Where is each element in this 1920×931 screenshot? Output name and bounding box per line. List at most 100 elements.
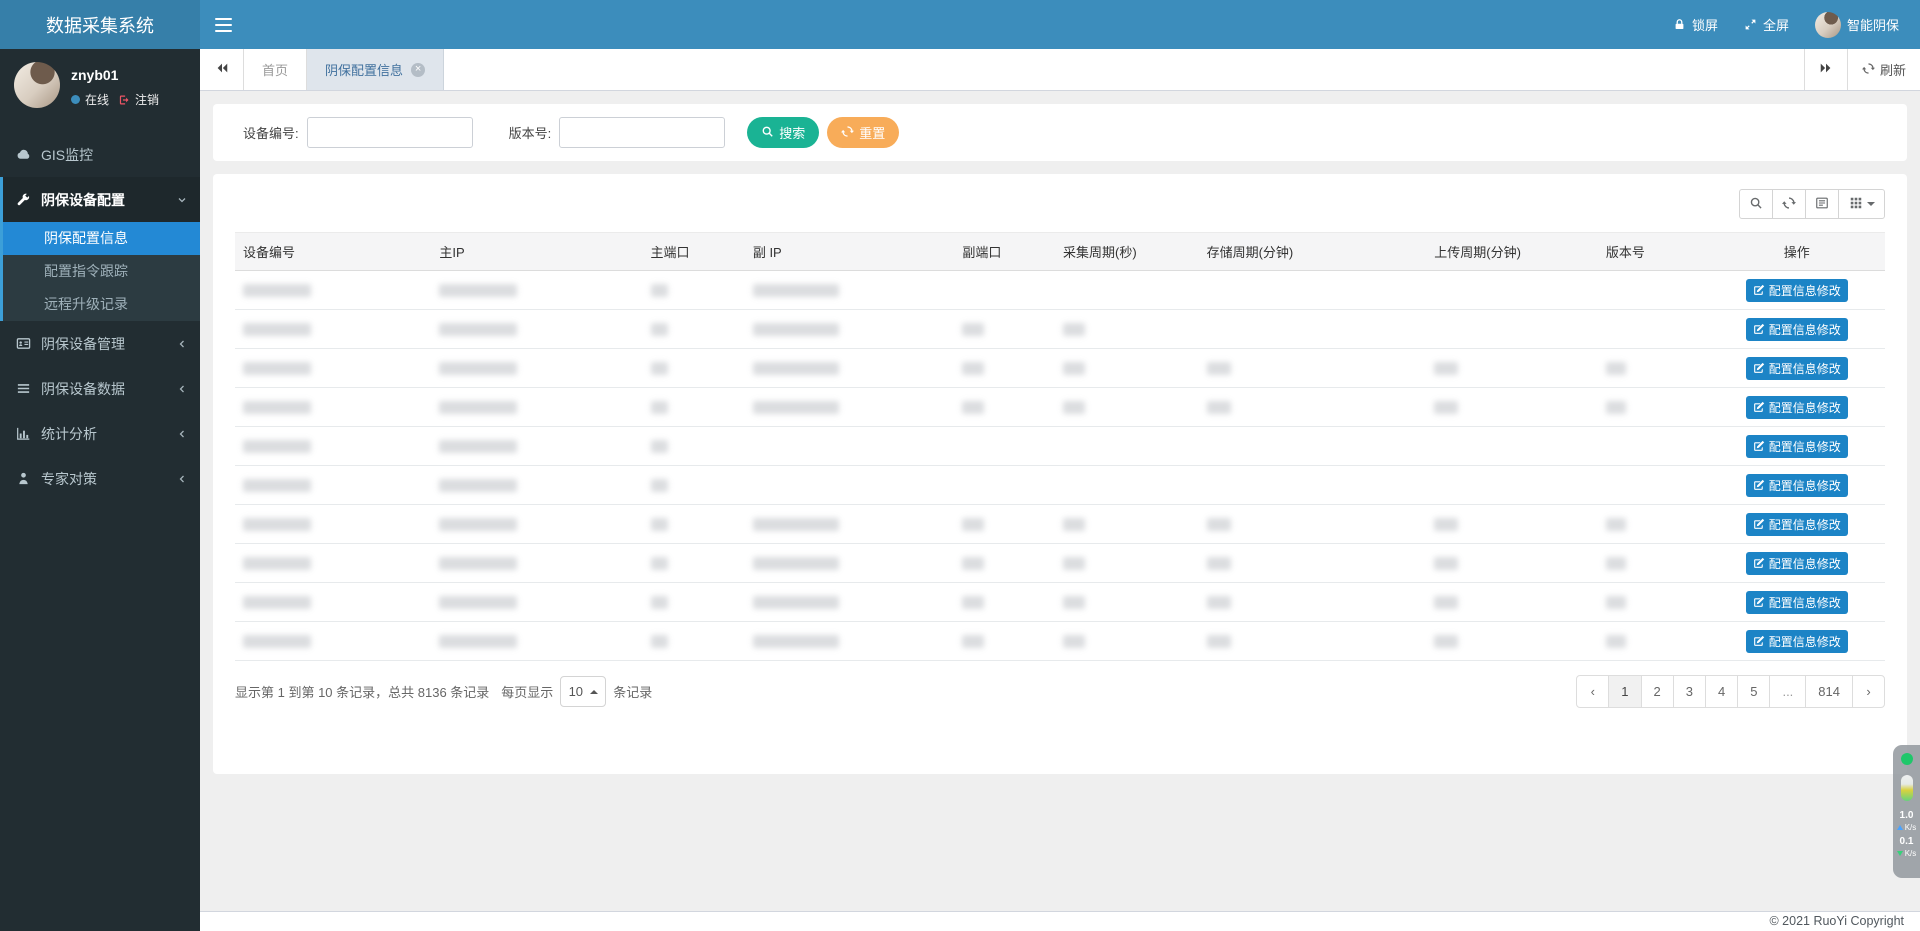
sidebar-subitem-remote-upgrade[interactable]: 远程升级记录 bbox=[44, 296, 128, 312]
sidebar-item-device-data[interactable]: 阴保设备数据 bbox=[0, 366, 200, 411]
redacted-cell-value bbox=[439, 361, 518, 375]
edit-config-button[interactable]: 配置信息修改 bbox=[1745, 551, 1848, 575]
page-button-3[interactable]: 3 bbox=[1672, 675, 1706, 708]
device-number-input[interactable] bbox=[306, 117, 473, 148]
page-button-1[interactable]: 1 bbox=[1608, 675, 1642, 708]
tab-config-info[interactable]: 阴保配置信息 × bbox=[307, 49, 445, 90]
redacted-cell-value bbox=[243, 556, 311, 570]
sidebar-menu: GIS监控 阴保设备配置 阴保配置信息 配置指令跟踪 远程升级记录 bbox=[0, 132, 200, 501]
edit-icon bbox=[1753, 518, 1765, 530]
edit-icon bbox=[1753, 635, 1765, 647]
redacted-cell-value bbox=[650, 283, 668, 297]
edit-config-button[interactable]: 配置信息修改 bbox=[1745, 473, 1848, 497]
page-next-button[interactable]: › bbox=[1852, 675, 1885, 708]
table-row: 配置信息修改 bbox=[235, 309, 1885, 349]
edit-config-button[interactable]: 配置信息修改 bbox=[1745, 434, 1848, 458]
page-button-...[interactable]: ... bbox=[1769, 675, 1807, 708]
sidebar-item-expert-advice[interactable]: 专家对策 bbox=[0, 456, 200, 501]
device-config-submenu: 阴保配置信息 配置指令跟踪 远程升级记录 bbox=[3, 222, 200, 321]
edit-icon bbox=[1753, 401, 1765, 413]
edit-config-button[interactable]: 配置信息修改 bbox=[1745, 317, 1848, 341]
redacted-cell-value bbox=[1605, 556, 1626, 570]
search-button[interactable]: 搜索 bbox=[747, 117, 820, 148]
tabs-scroll-left-button[interactable] bbox=[200, 49, 244, 90]
table-toolbar bbox=[235, 189, 1885, 219]
redacted-cell-value bbox=[1063, 595, 1086, 609]
reset-button[interactable]: 重置 bbox=[827, 117, 900, 148]
column-header: 采集周期(秒) bbox=[1055, 232, 1199, 271]
redacted-cell-value bbox=[243, 283, 311, 297]
sidebar-item-gis-monitor[interactable]: GIS监控 bbox=[0, 132, 200, 177]
sidebar-item-device-config[interactable]: 阴保设备配置 bbox=[3, 177, 200, 222]
redacted-cell-value bbox=[439, 517, 518, 531]
avatar bbox=[1814, 11, 1841, 38]
redacted-cell-value bbox=[1063, 517, 1086, 531]
tabs-scroll-right-button[interactable] bbox=[1803, 49, 1848, 90]
page-button-5[interactable]: 5 bbox=[1737, 675, 1771, 708]
redacted-cell-value bbox=[650, 556, 668, 570]
user-icon bbox=[15, 471, 32, 486]
redacted-cell-value bbox=[1206, 634, 1231, 648]
table-row: 配置信息修改 bbox=[235, 465, 1885, 505]
table-refresh-button[interactable] bbox=[1772, 189, 1806, 219]
sidebar-item-device-manage[interactable]: 阴保设备管理 bbox=[0, 321, 200, 366]
redacted-cell-value bbox=[650, 439, 668, 453]
page-footer: © 2021 RuoYi Copyright bbox=[200, 911, 1920, 931]
redacted-cell-value bbox=[439, 439, 518, 453]
edit-config-button[interactable]: 配置信息修改 bbox=[1745, 395, 1848, 419]
refresh-tab-button[interactable]: 刷新 bbox=[1848, 49, 1920, 90]
table-search-button[interactable] bbox=[1739, 189, 1773, 219]
redacted-cell-value bbox=[1206, 400, 1231, 414]
device-number-label: 设备编号: bbox=[243, 126, 299, 141]
online-status-link[interactable]: 在线 bbox=[85, 93, 110, 107]
user-menu-button[interactable]: 智能阴保 bbox=[1802, 0, 1912, 49]
net-speed-widget[interactable]: 1.0 K/s 0.1 K/s bbox=[1893, 745, 1920, 878]
edit-config-button[interactable]: 配置信息修改 bbox=[1745, 356, 1848, 380]
edit-icon bbox=[1753, 323, 1765, 335]
edit-icon bbox=[1753, 440, 1765, 452]
redacted-cell-value bbox=[752, 556, 839, 570]
sidebar-subitem-config-info[interactable]: 阴保配置信息 bbox=[3, 222, 200, 255]
edit-config-button[interactable]: 配置信息修改 bbox=[1745, 278, 1848, 302]
caret-up-icon bbox=[590, 689, 599, 694]
edit-icon bbox=[1753, 362, 1765, 374]
redacted-cell-value bbox=[752, 517, 839, 531]
upload-speed-unit: K/s bbox=[1896, 822, 1916, 833]
redacted-cell-value bbox=[1434, 556, 1459, 570]
page-content: 设备编号: 版本号: 搜索 重置 bbox=[200, 91, 1920, 911]
logout-link[interactable]: 注销 bbox=[135, 93, 160, 107]
redacted-cell-value bbox=[650, 478, 668, 492]
page-button-2[interactable]: 2 bbox=[1640, 675, 1674, 708]
lock-screen-button[interactable]: 锁屏 bbox=[1660, 0, 1731, 49]
edit-config-button[interactable]: 配置信息修改 bbox=[1745, 512, 1848, 536]
close-icon[interactable]: × bbox=[411, 62, 426, 77]
page-size-select[interactable]: 10 bbox=[560, 676, 607, 707]
top-navbar: 数据采集系统 锁屏 全屏 bbox=[0, 0, 1920, 49]
edit-config-button[interactable]: 配置信息修改 bbox=[1745, 629, 1848, 653]
redacted-cell-value bbox=[439, 556, 518, 570]
user-panel: znyb01 在线 注销 bbox=[0, 49, 200, 118]
redacted-cell-value bbox=[439, 478, 518, 492]
version-input[interactable] bbox=[559, 117, 726, 148]
edit-config-button[interactable]: 配置信息修改 bbox=[1745, 590, 1848, 614]
redacted-cell-value bbox=[962, 322, 985, 336]
tab-bar: 首页 阴保配置信息 × 刷新 bbox=[200, 49, 1920, 91]
page-button-814[interactable]: 814 bbox=[1805, 675, 1853, 708]
sidebar-toggle-button[interactable] bbox=[200, 0, 246, 49]
redacted-cell-value bbox=[650, 595, 668, 609]
page-button-4[interactable]: 4 bbox=[1704, 675, 1739, 708]
pagination-info: 显示第 1 到第 10 条记录，总共 8136 条记录 每页显示 10 条记录 bbox=[235, 676, 652, 707]
table-toggle-view-button[interactable] bbox=[1805, 189, 1839, 219]
sidebar-subitem-command-trace[interactable]: 配置指令跟踪 bbox=[44, 263, 128, 279]
redacted-cell-value bbox=[752, 322, 839, 336]
content-wrapper: 首页 阴保配置信息 × 刷新 设备编号: bbox=[200, 49, 1920, 931]
sidebar-item-statistics[interactable]: 统计分析 bbox=[0, 411, 200, 456]
table-row: 配置信息修改 bbox=[235, 387, 1885, 427]
app-logo[interactable]: 数据采集系统 bbox=[0, 0, 200, 49]
tab-home[interactable]: 首页 bbox=[244, 49, 308, 90]
page-prev-button[interactable]: ‹ bbox=[1576, 675, 1610, 708]
table-columns-button[interactable] bbox=[1838, 189, 1885, 219]
redacted-cell-value bbox=[962, 556, 985, 570]
fullscreen-button[interactable]: 全屏 bbox=[1731, 0, 1802, 49]
